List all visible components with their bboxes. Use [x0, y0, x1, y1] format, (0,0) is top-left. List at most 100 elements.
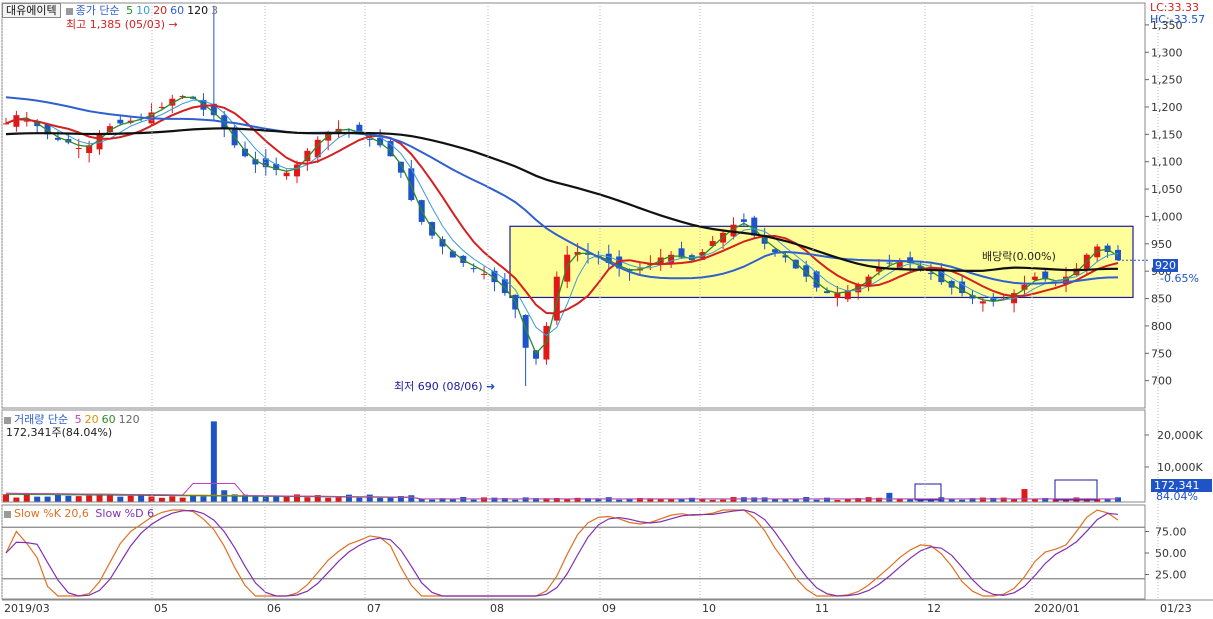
price-tick-label: 1,000 — [1151, 210, 1183, 223]
candle-body — [1094, 246, 1101, 258]
stoch-frame — [1, 504, 1146, 600]
volume-ma-120: 120 — [118, 413, 140, 426]
volume-bar — [834, 499, 841, 502]
volume-bar — [449, 498, 456, 502]
volume-bar — [408, 495, 415, 502]
volume-legend-label: 거래량 단순 — [14, 413, 69, 426]
volume-bar — [138, 495, 145, 502]
stoch-k-label: Slow %K 20,6 — [14, 507, 89, 520]
candle-body — [751, 217, 758, 236]
candle-body — [564, 254, 571, 282]
volume-bar — [979, 497, 986, 502]
candle-body — [293, 164, 300, 177]
volume-bar — [605, 497, 612, 502]
volume-bar — [824, 497, 831, 502]
low-note-text: 최저 690 (08/06) — [394, 380, 483, 393]
candle-body — [605, 253, 612, 263]
volume-bar — [522, 497, 529, 502]
settings-square-icon[interactable] — [4, 510, 11, 518]
volume-bar — [699, 499, 706, 502]
volume-bar — [1115, 497, 1121, 502]
volume-bar — [65, 495, 72, 502]
volume-bar — [75, 496, 82, 502]
volume-bar — [803, 497, 810, 502]
volume-bar — [688, 497, 695, 502]
candle-body — [75, 148, 82, 150]
volume-bar — [210, 421, 217, 502]
candle-body — [86, 145, 93, 154]
stoch-k-line — [5, 509, 1119, 597]
volume-bar — [730, 497, 737, 502]
volume-bar — [314, 495, 321, 502]
price-ma-20: 20 — [153, 4, 168, 17]
volume-ratio: 84.04% — [1156, 490, 1198, 503]
volume-tick-label: 10,000K — [1157, 461, 1203, 474]
candle-body — [501, 279, 508, 294]
ma60-line — [5, 96, 1119, 285]
candle-body — [730, 224, 737, 237]
volume-bar — [740, 497, 747, 502]
candle-body — [1000, 298, 1007, 300]
volume-current: 172,341주(84.04%) — [6, 426, 113, 439]
volume-bar — [179, 497, 186, 502]
price-panel — [3, 5, 1150, 387]
candle-body — [896, 260, 903, 269]
candle-body — [356, 124, 363, 135]
volume-bar — [616, 499, 623, 502]
volume-bar — [127, 495, 134, 502]
volume-bar — [377, 497, 384, 502]
arrow-right-icon: → — [168, 18, 178, 31]
volume-bar — [345, 494, 352, 502]
price-tick-label: 850 — [1151, 293, 1172, 306]
volume-bar — [283, 496, 290, 502]
volume-bar — [397, 496, 404, 502]
price-legend-label: 종가 단순 — [75, 4, 120, 17]
price-tick-label: 800 — [1151, 320, 1172, 333]
volume-bar — [584, 498, 591, 502]
stock-name[interactable]: 대유에이텍 — [2, 3, 61, 18]
candle-body — [1021, 284, 1028, 290]
volume-bar — [886, 492, 893, 502]
volume-bar — [158, 497, 165, 502]
low-note: 최저 690 (08/06) ➜ — [394, 378, 495, 394]
candle-body — [979, 301, 986, 304]
volume-bar — [96, 494, 103, 502]
stoch-d-line — [5, 509, 1119, 597]
candle-body — [1031, 276, 1038, 281]
candle-body — [449, 251, 456, 258]
volume-last-tag: 172,341 — [1151, 479, 1212, 492]
settings-square-icon[interactable] — [65, 7, 73, 15]
volume-bar — [564, 498, 571, 502]
volume-bar — [647, 498, 654, 502]
candle-body — [855, 284, 862, 293]
candle-body — [772, 249, 779, 253]
volume-bar — [1063, 499, 1070, 502]
candle-body — [377, 137, 384, 146]
candle-body — [44, 124, 51, 135]
volume-bar — [668, 499, 675, 502]
price-tick-label: 700 — [1151, 375, 1172, 388]
volume-bar — [252, 496, 259, 502]
stoch-d-label: Slow %D 6 — [95, 507, 155, 520]
volume-tick-label: 20,000K — [1157, 429, 1203, 442]
volume-ma5-line — [5, 483, 1118, 500]
candle-body — [117, 119, 124, 124]
settings-square-icon[interactable] — [4, 416, 11, 424]
volume-bar — [1000, 497, 1007, 502]
volume-bar — [106, 494, 113, 502]
volume-bar — [865, 497, 872, 502]
price-tick-label: 1,100 — [1151, 156, 1183, 169]
stochastic-panel — [2, 509, 1145, 597]
hc-label: HC:-33.57 — [1150, 13, 1206, 26]
candle-body — [938, 270, 945, 283]
price-tick-label: 750 — [1151, 347, 1172, 360]
candle-body — [366, 138, 373, 140]
volume-bar — [470, 499, 477, 502]
price-ma-list: 5 10 20 60 120 3 — [126, 4, 221, 17]
candle-body — [824, 291, 831, 294]
candle-body — [23, 120, 30, 122]
candle-body — [470, 268, 477, 270]
volume-bar — [1021, 489, 1028, 502]
volume-bar — [242, 494, 249, 502]
